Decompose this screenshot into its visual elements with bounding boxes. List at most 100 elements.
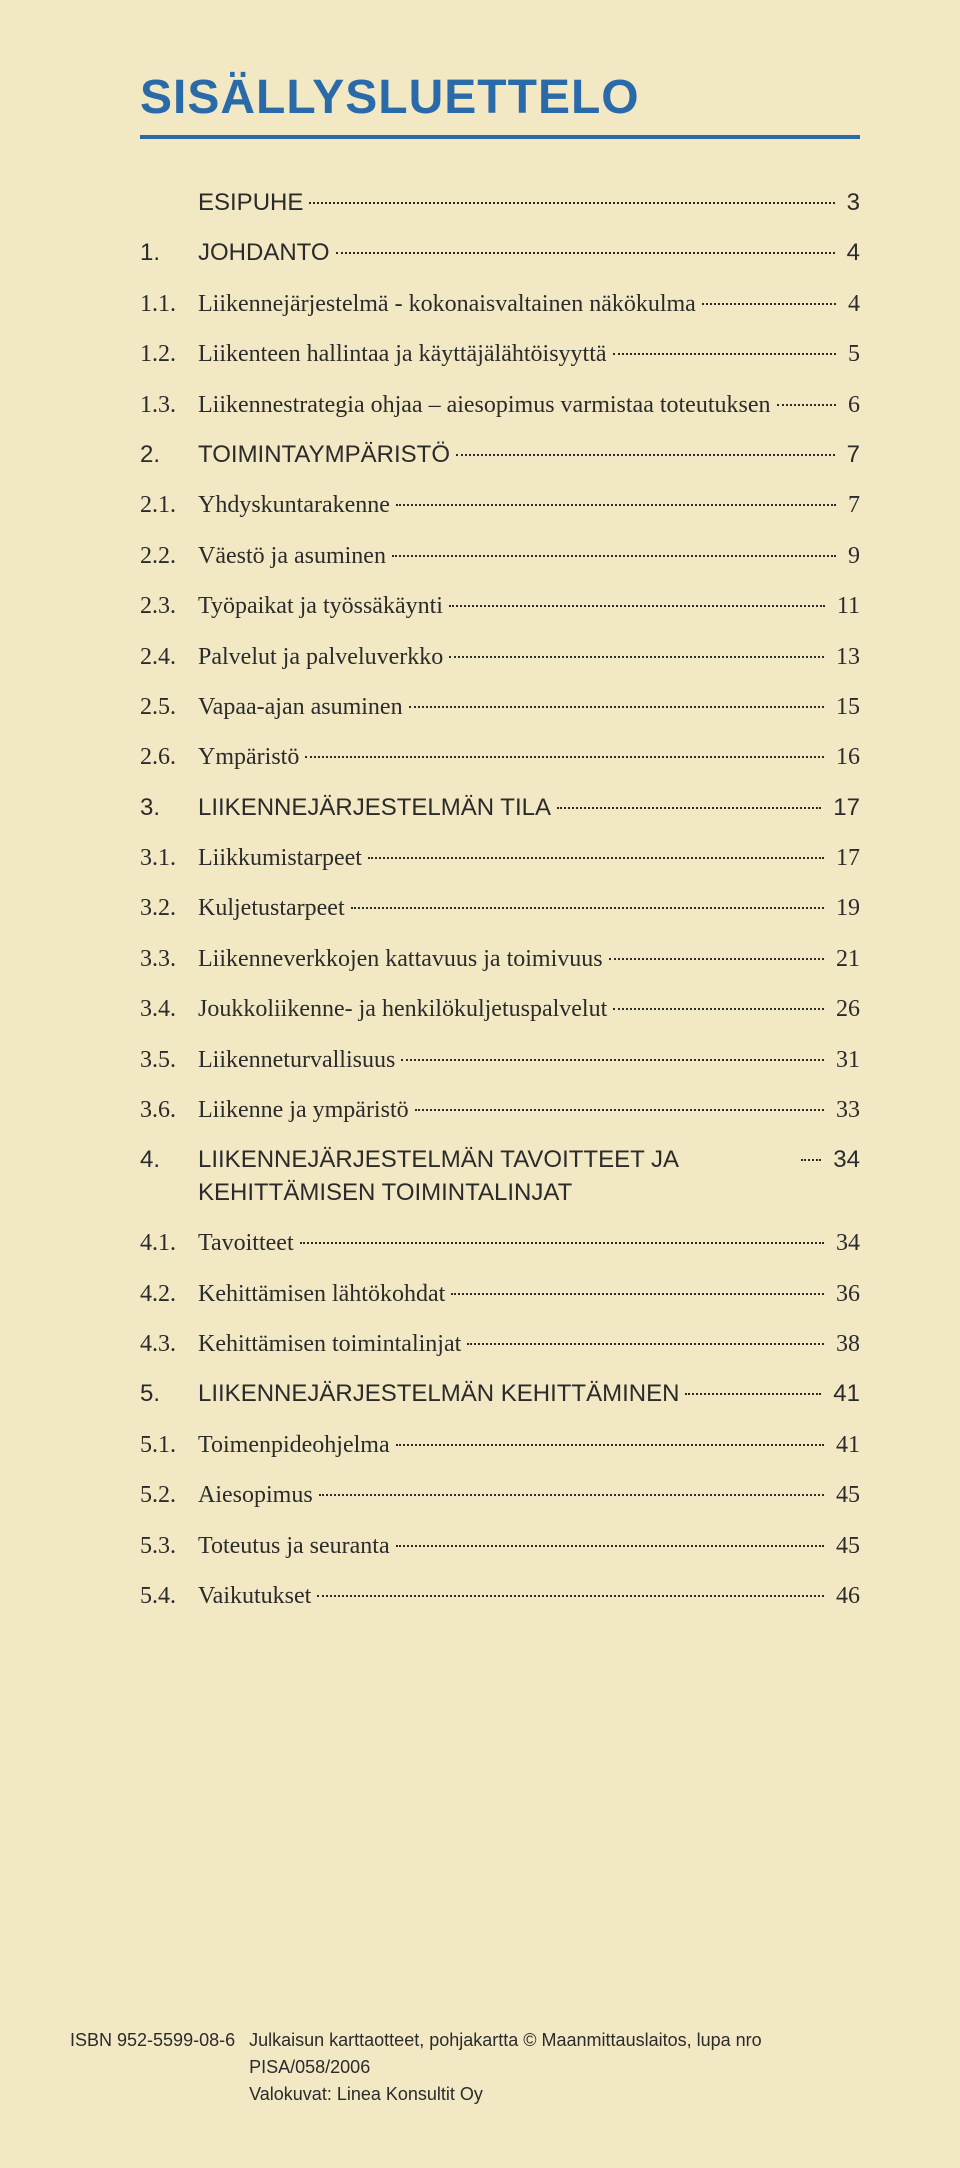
toc-entry-number: 3.5. [140, 1044, 198, 1076]
toc-entry-label: ESIPUHE [198, 187, 303, 219]
toc-entry-label: Väestö ja asuminen [198, 540, 386, 572]
toc-entry-label: Kehittämisen toimintalinjat [198, 1328, 461, 1360]
toc-entry: 2.3.Työpaikat ja työssäkäynti11 [140, 590, 860, 622]
toc-entry-number: 3.6. [140, 1094, 198, 1126]
toc-entry-page: 34 [830, 1227, 860, 1259]
toc-entry-number: 2. [140, 439, 198, 471]
toc-leader-dots [685, 1393, 821, 1395]
toc-entry-label: Kehittämisen lähtökohdat [198, 1278, 445, 1310]
toc-entry-label: Palvelut ja palveluverkko [198, 641, 443, 673]
toc-entry: 4.3.Kehittämisen toimintalinjat38 [140, 1328, 860, 1360]
toc-entry-number: 4.2. [140, 1278, 198, 1310]
toc-entry-page: 38 [830, 1328, 860, 1360]
toc-leader-dots [392, 555, 836, 557]
toc-entry-number: 3.1. [140, 842, 198, 874]
toc-entry-number: 2.5. [140, 691, 198, 723]
toc-entry-number: 3.4. [140, 993, 198, 1025]
toc-entry-label: Toimenpideohjelma [198, 1429, 390, 1461]
toc-entry-page: 4 [842, 288, 860, 320]
toc-entry-number: 4. [140, 1144, 198, 1176]
toc-entry-label: Liikenneturvallisuus [198, 1044, 395, 1076]
toc-entry-label: Yhdyskuntarakenne [198, 489, 390, 521]
toc-entry-number: 3.2. [140, 892, 198, 924]
toc-leader-dots [609, 958, 824, 960]
toc-entry-label: TOIMINTAYMPÄRISTÖ [198, 439, 450, 471]
toc-leader-dots [451, 1293, 824, 1295]
toc-entry-label: Liikenne ja ympäristö [198, 1094, 409, 1126]
toc-entry: 1.1.Liikennejärjestelmä - kokonaisvaltai… [140, 288, 860, 320]
toc-leader-dots [449, 656, 824, 658]
toc-entry-page: 6 [842, 389, 860, 421]
toc-entry: 4.LIIKENNEJÄRJESTELMÄN TAVOITTEET JA KEH… [140, 1144, 860, 1209]
toc-entry-page: 36 [830, 1278, 860, 1310]
toc-entry-label: Liikenteen hallintaa ja käyttäjälähtöisy… [198, 338, 607, 370]
toc-entry: 5.2.Aiesopimus45 [140, 1479, 860, 1511]
toc-leader-dots [396, 1444, 824, 1446]
toc-entry-number: 2.2. [140, 540, 198, 572]
toc-entry: 3.6.Liikenne ja ympäristö 33 [140, 1094, 860, 1126]
toc-entry-label: Aiesopimus [198, 1479, 313, 1511]
toc-entry-number: 1.2. [140, 338, 198, 370]
toc-leader-dots [449, 605, 825, 607]
toc-entry-page: 33 [830, 1094, 860, 1126]
toc-entry-number: 5. [140, 1378, 198, 1410]
toc-leader-dots [305, 756, 824, 758]
toc-entry-page: 41 [830, 1429, 860, 1461]
toc-entry-label: Liikennestrategia ohjaa – aiesopimus var… [198, 389, 771, 421]
toc-entry-page: 31 [830, 1044, 860, 1076]
toc-entry-number: 5.3. [140, 1530, 198, 1562]
toc-entry-page: 4 [841, 237, 860, 269]
toc-entry: 2.2.Väestö ja asuminen9 [140, 540, 860, 572]
toc-entry-label: Liikenneverkkojen kattavuus ja toimivuus [198, 943, 603, 975]
toc-entry-page: 7 [841, 439, 860, 471]
toc-entry-page: 45 [830, 1530, 860, 1562]
toc-leader-dots [300, 1242, 824, 1244]
toc-entry-number: 1.3. [140, 389, 198, 421]
toc-entry: 5.4.Vaikutukset46 [140, 1580, 860, 1612]
toc-entry-label: JOHDANTO [198, 237, 330, 269]
toc-entry: ESIPUHE3 [140, 187, 860, 219]
toc-leader-dots [613, 1008, 824, 1010]
toc-entry: 2.TOIMINTAYMPÄRISTÖ 7 [140, 439, 860, 471]
toc-leader-dots [396, 1545, 824, 1547]
toc-leader-dots [456, 454, 835, 456]
toc-entry-number: 5.4. [140, 1580, 198, 1612]
toc-entry: 3.LIIKENNEJÄRJESTELMÄN TILA17 [140, 792, 860, 824]
toc-entry: 1.2.Liikenteen hallintaa ja käyttäjäläht… [140, 338, 860, 370]
toc-entry-number: 3.3. [140, 943, 198, 975]
toc-entry-number: 3. [140, 792, 198, 824]
toc-entry-number: 4.1. [140, 1227, 198, 1259]
toc-leader-dots [336, 252, 835, 254]
toc-entry: 3.5.Liikenneturvallisuus 31 [140, 1044, 860, 1076]
toc-entry-label: Työpaikat ja työssäkäynti [198, 590, 443, 622]
toc-entry: 3.4.Joukkoliikenne- ja henkilökuljetuspa… [140, 993, 860, 1025]
toc-entry-page: 41 [827, 1378, 860, 1410]
toc-leader-dots [409, 706, 824, 708]
toc-leader-dots [801, 1159, 821, 1161]
toc-entry-label: LIIKENNEJÄRJESTELMÄN KEHITTÄMINEN [198, 1378, 679, 1410]
toc-entry-page: 17 [830, 842, 860, 874]
toc-leader-dots [368, 857, 824, 859]
toc-entry: 3.3.Liikenneverkkojen kattavuus ja toimi… [140, 943, 860, 975]
toc-entry: 4.2.Kehittämisen lähtökohdat 36 [140, 1278, 860, 1310]
toc-entry: 1.JOHDANTO4 [140, 237, 860, 269]
toc-entry-page: 34 [827, 1144, 860, 1176]
toc-leader-dots [415, 1109, 824, 1111]
toc-entry-page: 16 [830, 741, 860, 773]
toc-leader-dots [467, 1343, 824, 1345]
toc-entry-label: Kuljetustarpeet [198, 892, 345, 924]
toc-entry-number: 2.3. [140, 590, 198, 622]
toc-entry-label: LIIKENNEJÄRJESTELMÄN TAVOITTEET JA KEHIT… [198, 1144, 795, 1209]
toc-entry-page: 15 [830, 691, 860, 723]
toc-entry-number: 2.1. [140, 489, 198, 521]
toc-entry-page: 46 [830, 1580, 860, 1612]
toc-entry-label: Ympäristö [198, 741, 299, 773]
toc-entry-number: 2.4. [140, 641, 198, 673]
toc-entry-label: Toteutus ja seuranta [198, 1530, 390, 1562]
toc-page: SISÄLLYSLUETTELO ESIPUHE31.JOHDANTO41.1.… [0, 0, 960, 2168]
footer-credit-line1: Julkaisun karttaotteet, pohjakartta © Ma… [249, 2027, 860, 2081]
toc-entry-page: 5 [842, 338, 860, 370]
toc-entry-label: LIIKENNEJÄRJESTELMÄN TILA [198, 792, 551, 824]
toc-entry: 5.3.Toteutus ja seuranta 45 [140, 1530, 860, 1562]
toc-leader-dots [309, 202, 834, 204]
